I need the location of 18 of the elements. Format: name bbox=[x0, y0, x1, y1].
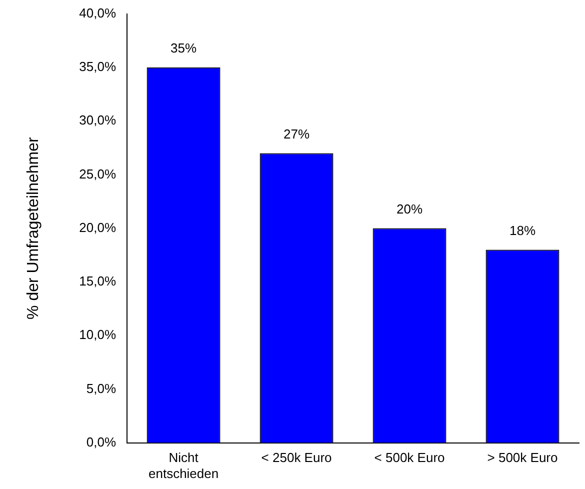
x-tick-label: < 500k Euro bbox=[374, 450, 445, 466]
y-tick-label: 25,0% bbox=[79, 166, 116, 182]
x-tick-label: > 500k Euro bbox=[487, 450, 558, 466]
y-axis-title: % der Umfrageteilnehmer bbox=[25, 136, 42, 320]
y-tick-label: 40,0% bbox=[79, 5, 116, 20]
x-tick-label: < 250k Euro bbox=[261, 450, 332, 466]
y-tick-label: 30,0% bbox=[79, 112, 116, 128]
data-label: 20% bbox=[396, 201, 423, 216]
data-label: 27% bbox=[284, 126, 310, 142]
data-label: 35% bbox=[170, 40, 197, 56]
y-tick-label: 10,0% bbox=[79, 327, 116, 342]
y-tick-label: 0,0% bbox=[86, 434, 116, 450]
y-tick-label: 20,0% bbox=[79, 220, 116, 235]
data-label: 18% bbox=[509, 222, 536, 238]
x-tick-label: Nicht entschieden bbox=[148, 450, 219, 481]
y-tick-label: 15,0% bbox=[79, 274, 116, 289]
y-tick-label: 5,0% bbox=[86, 380, 116, 396]
y-tick-label: 35,0% bbox=[79, 59, 116, 74]
